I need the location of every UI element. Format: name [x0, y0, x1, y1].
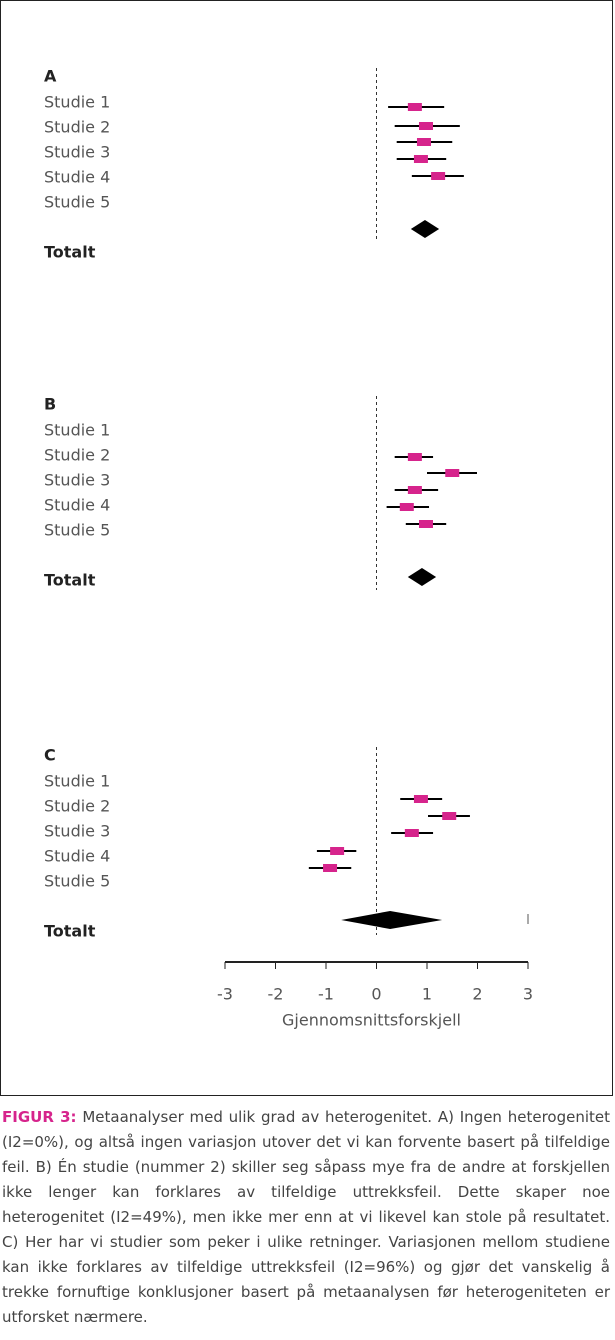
total-label: Totalt [44, 922, 96, 941]
study-label: Studie 5 [44, 872, 110, 891]
effect-marker [431, 172, 446, 180]
caption-text: Metaanalyser med ulik grad av heterogeni… [2, 1108, 610, 1326]
x-tick-label: 0 [371, 985, 381, 1004]
study-label: Studie 3 [44, 143, 110, 162]
x-tick-label: -1 [318, 985, 334, 1004]
effect-marker [330, 847, 345, 855]
study-label: Studie 3 [44, 471, 110, 490]
x-tick-label: 1 [422, 985, 432, 1004]
study-label: Studie 1 [44, 421, 110, 440]
total-diamond [341, 911, 443, 929]
caption-label: FIGUR 3: [2, 1108, 77, 1126]
figure-frame [0, 0, 613, 1096]
total-label: Totalt [44, 243, 96, 262]
effect-marker [407, 486, 422, 494]
effect-marker [407, 453, 422, 461]
effect-marker [323, 864, 338, 872]
panel-title: B [44, 395, 56, 414]
effect-marker [418, 122, 433, 130]
effect-marker [416, 138, 431, 146]
study-label: Studie 4 [44, 168, 110, 187]
x-tick-label: -3 [217, 985, 233, 1004]
study-label: Studie 2 [44, 797, 110, 816]
x-tick-label: 2 [472, 985, 482, 1004]
total-label: Totalt [44, 571, 96, 590]
study-label: Studie 5 [44, 521, 110, 540]
x-tick-label: -2 [268, 985, 284, 1004]
caption: FIGUR 3: Metaanalyser med ulik grad av h… [2, 1105, 610, 1330]
study-label: Studie 3 [44, 822, 110, 841]
panel-title: A [44, 67, 57, 86]
effect-marker [442, 812, 457, 820]
study-label: Studie 1 [44, 772, 110, 791]
effect-marker [445, 469, 460, 477]
study-label: Studie 4 [44, 847, 110, 866]
effect-marker [413, 795, 428, 803]
study-label: Studie 1 [44, 93, 110, 112]
x-axis-label: Gjennomsnittsforskjell [282, 1011, 461, 1030]
effect-marker [407, 103, 422, 111]
total-diamond [410, 220, 440, 238]
total-diamond [407, 568, 437, 586]
effect-marker [418, 520, 433, 528]
study-label: Studie 2 [44, 446, 110, 465]
study-label: Studie 5 [44, 193, 110, 212]
study-label: Studie 2 [44, 118, 110, 137]
x-tick-label: 3 [523, 985, 533, 1004]
effect-marker [413, 155, 428, 163]
effect-marker [404, 829, 419, 837]
study-label: Studie 4 [44, 496, 110, 515]
panel-title: C [44, 746, 56, 765]
effect-marker [399, 503, 414, 511]
chart: A Studie 1 Studie 2 Studie 3 Studie 4 Studie … [44, 67, 533, 1030]
